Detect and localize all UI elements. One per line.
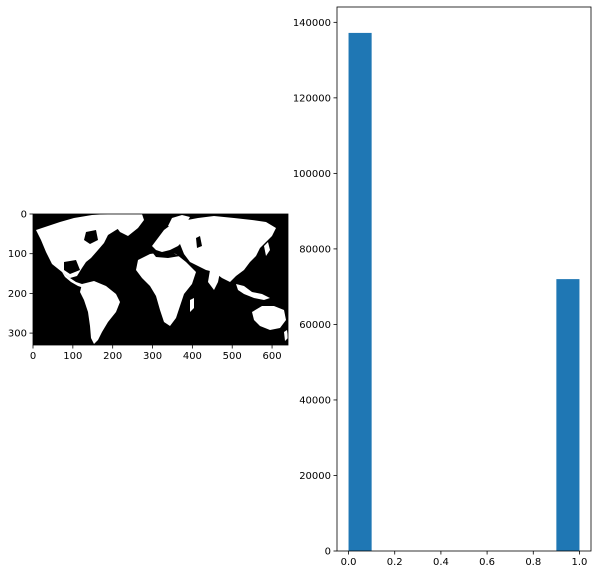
world-map-image	[33, 214, 288, 345]
histogram-frame	[336, 6, 592, 552]
histogram-x-tick-label: 0.2	[387, 557, 403, 568]
map-y-tick-label: 0	[21, 210, 27, 221]
mediterranean-sea	[152, 252, 180, 258]
land-africa	[136, 252, 196, 326]
histogram-x-tick-label: 0.4	[433, 557, 449, 568]
histogram-y-tick-label: 80000	[299, 244, 331, 255]
histogram-bars	[348, 32, 580, 551]
histogram-bar	[556, 279, 580, 551]
land-europe	[152, 221, 190, 252]
land-greenland	[112, 214, 144, 236]
map-frame	[32, 213, 289, 346]
histogram-y-tick-label: 40000	[299, 395, 331, 406]
land-india	[208, 270, 220, 290]
map-y-tick-label: 200	[8, 289, 27, 300]
map-axes: 0 100 200 300 400 500 600 0 100 200 300	[8, 210, 289, 362]
land-south-america	[80, 281, 120, 344]
map-x-tick-label: 200	[103, 351, 122, 362]
histogram-y-tick-label: 60000	[299, 320, 331, 331]
map-x-tick-label: 400	[183, 351, 202, 362]
map-x-tick-label: 100	[63, 351, 82, 362]
histogram-y-ticks: 0 20000 40000 60000 80000 100000 120000 140000	[293, 18, 337, 558]
map-y-tick-label: 100	[8, 249, 27, 260]
land-asia	[180, 216, 276, 282]
gulf-of-mexico	[64, 260, 80, 274]
map-x-tick-label: 300	[143, 351, 162, 362]
map-inland-water	[64, 230, 206, 280]
histogram-y-tick-label: 0	[325, 547, 331, 558]
land-scandinavia	[168, 215, 190, 229]
histogram-bar	[348, 32, 372, 551]
land-australia	[252, 306, 286, 330]
map-x-tick-label: 600	[263, 351, 282, 362]
histogram-x-tick-label: 1.0	[572, 557, 588, 568]
land-madagascar	[190, 298, 194, 312]
histogram-y-tick-label: 100000	[293, 169, 331, 180]
caspian-sea	[196, 236, 202, 248]
histogram-y-tick-label: 20000	[299, 471, 331, 482]
land-japan	[264, 242, 270, 256]
map-x-tick-label: 0	[30, 351, 36, 362]
histogram-x-tick-label: 0.6	[479, 557, 495, 568]
hudson-bay	[84, 230, 98, 244]
map-land	[36, 214, 288, 344]
land-new-zealand	[284, 330, 288, 341]
map-y-tick-label: 300	[8, 329, 27, 340]
map-y-ticks: 0 100 200 300	[8, 210, 33, 340]
histogram-y-tick-label: 140000	[293, 18, 331, 29]
land-southeast-asia	[236, 284, 270, 300]
histogram-x-tick-label: 0.8	[525, 557, 541, 568]
histogram-axes: 0.0 0.2 0.4 0.6 0.8 1.0 0 20000 40000 60000 80000…	[293, 6, 592, 568]
land-central-america	[62, 272, 84, 288]
histogram-y-tick-label: 120000	[293, 93, 331, 104]
histogram-x-tick-label: 0.0	[341, 557, 357, 568]
histogram-x-ticks: 0.0 0.2 0.4 0.6 0.8 1.0	[341, 551, 588, 568]
land-north-america	[36, 214, 132, 278]
map-x-tick-label: 500	[223, 351, 242, 362]
arabian-sea-gap	[196, 268, 206, 280]
map-x-ticks: 0 100 200 300 400 500 600	[30, 345, 282, 362]
